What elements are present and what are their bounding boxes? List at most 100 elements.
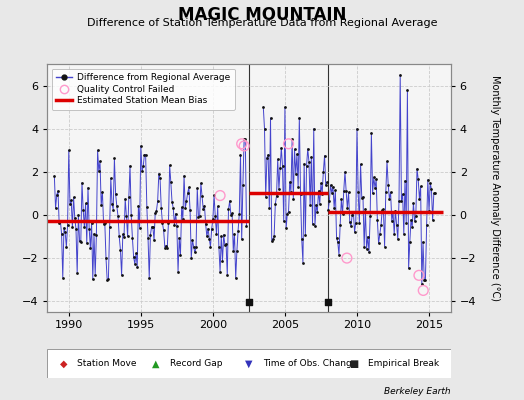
Point — [377, 222, 385, 228]
Point — [300, 160, 308, 167]
Point — [101, 220, 109, 226]
Point — [234, 228, 242, 234]
Point — [288, 136, 297, 143]
Point — [233, 248, 241, 254]
Point — [422, 222, 431, 228]
Point — [235, 210, 244, 217]
Point — [183, 190, 192, 196]
Point — [198, 193, 206, 199]
Point — [426, 180, 434, 186]
Point — [390, 231, 398, 237]
Point — [176, 252, 184, 258]
Point — [89, 276, 97, 282]
Point — [294, 184, 302, 190]
Point — [305, 158, 313, 165]
Point — [360, 244, 368, 250]
Point — [261, 194, 270, 200]
Point — [242, 223, 250, 229]
Point — [195, 212, 204, 219]
Point — [130, 261, 139, 267]
Point — [80, 224, 89, 231]
Point — [205, 236, 213, 242]
Point — [225, 198, 234, 204]
Point — [124, 233, 132, 240]
Point — [85, 226, 93, 232]
Point — [286, 179, 294, 185]
Point — [375, 240, 383, 247]
Text: Difference of Station Temperature Data from Regional Average: Difference of Station Temperature Data f… — [87, 18, 437, 28]
Point — [121, 196, 129, 202]
Point — [306, 202, 314, 208]
Point — [363, 246, 371, 252]
Point — [120, 234, 128, 240]
Point — [320, 152, 329, 159]
Point — [187, 254, 195, 261]
Point — [365, 249, 373, 256]
Point — [383, 158, 391, 164]
Point — [157, 205, 166, 211]
Point — [229, 248, 237, 254]
Point — [147, 224, 156, 230]
Point — [277, 144, 286, 151]
Point — [75, 238, 84, 244]
Point — [330, 204, 339, 211]
Text: MAGIC MOUNTAIN: MAGIC MOUNTAIN — [178, 6, 346, 24]
Point — [406, 239, 414, 245]
Point — [301, 232, 310, 238]
Point — [164, 220, 172, 226]
Point — [337, 196, 345, 202]
Point — [364, 233, 372, 240]
Point — [332, 235, 341, 241]
Point — [354, 189, 363, 195]
Text: ▼: ▼ — [245, 358, 253, 369]
Point — [295, 115, 303, 121]
Point — [210, 192, 219, 198]
Point — [419, 239, 427, 245]
Point — [343, 255, 351, 261]
Point — [103, 277, 112, 284]
Point — [311, 222, 319, 229]
Point — [175, 235, 183, 241]
Point — [145, 275, 154, 281]
Point — [322, 182, 330, 188]
Point — [347, 223, 355, 229]
Point — [361, 206, 369, 212]
Point — [245, 299, 253, 306]
Point — [215, 244, 223, 250]
Point — [132, 250, 140, 256]
Point — [217, 233, 225, 240]
Point — [97, 202, 105, 208]
Point — [55, 220, 63, 226]
Point — [188, 237, 196, 243]
Point — [156, 175, 164, 182]
Point — [308, 221, 316, 227]
Point — [191, 249, 199, 256]
Point — [336, 222, 344, 228]
Point — [298, 236, 306, 242]
Point — [236, 151, 245, 158]
Point — [271, 201, 279, 207]
Point — [52, 192, 61, 198]
Point — [200, 202, 209, 209]
Point — [291, 171, 300, 177]
Point — [227, 212, 235, 218]
Point — [61, 229, 69, 236]
Point — [340, 187, 348, 194]
Point — [192, 244, 200, 251]
Point — [168, 199, 176, 205]
Point — [106, 175, 115, 182]
Point — [313, 209, 322, 215]
Point — [143, 203, 151, 210]
Point — [208, 226, 216, 232]
Point — [78, 180, 86, 186]
Point — [334, 239, 342, 245]
Point — [276, 164, 285, 171]
Point — [73, 270, 81, 276]
Point — [172, 223, 181, 230]
Point — [389, 208, 397, 215]
Point — [388, 218, 396, 224]
Text: ■: ■ — [349, 358, 358, 369]
Point — [421, 276, 430, 283]
Point — [228, 210, 236, 217]
Point — [74, 212, 83, 218]
